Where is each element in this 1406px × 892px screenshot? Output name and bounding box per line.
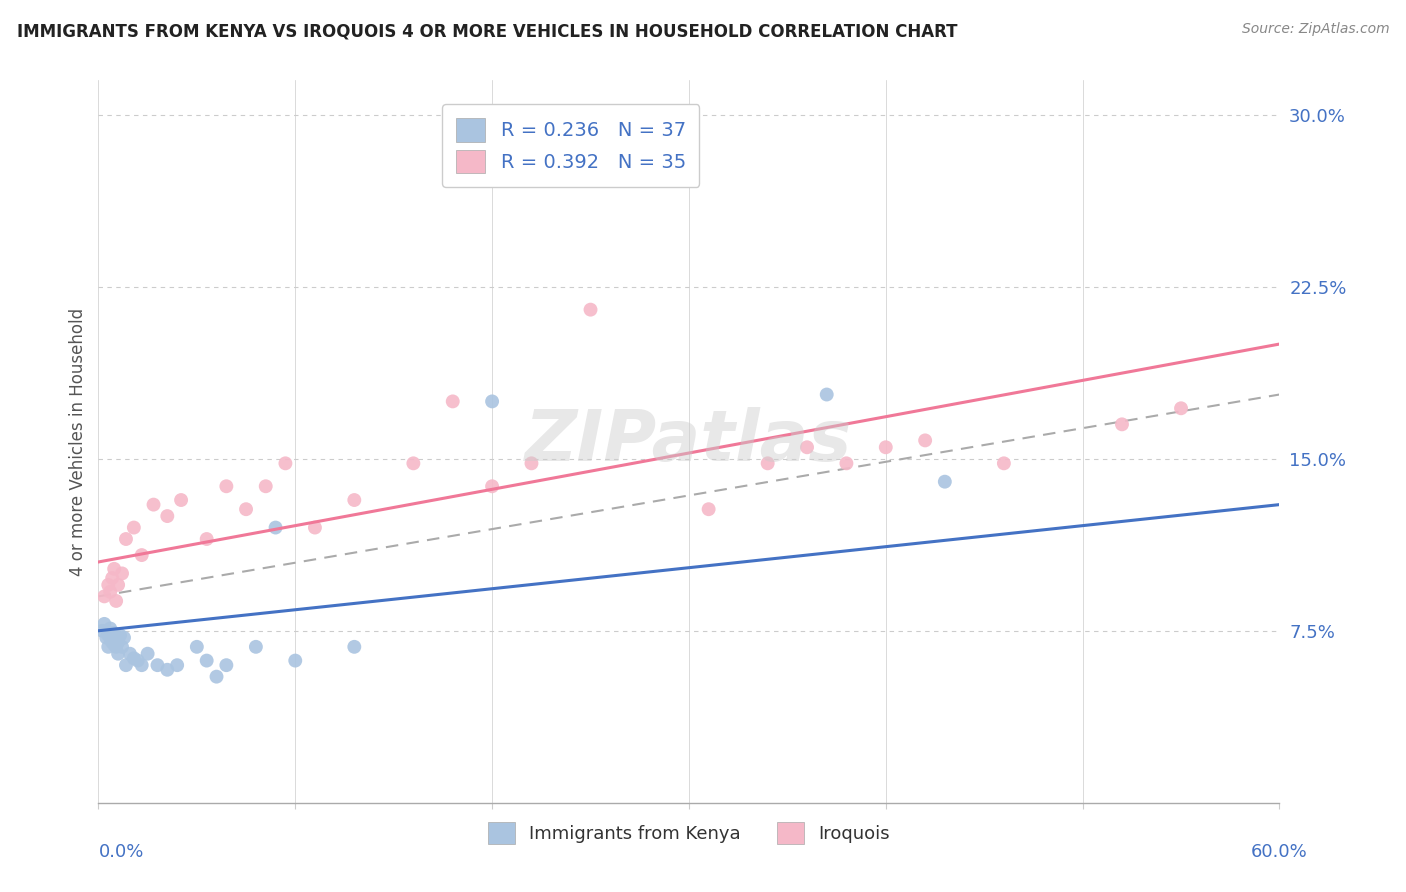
Point bbox=[105, 594, 128, 608]
Text: 0.0%: 0.0% bbox=[98, 843, 143, 861]
Point bbox=[835, 456, 858, 470]
Text: 60.0%: 60.0% bbox=[1251, 843, 1308, 861]
Point bbox=[170, 493, 193, 508]
Point bbox=[107, 578, 129, 592]
Point bbox=[156, 663, 179, 677]
Point bbox=[520, 456, 543, 470]
Point bbox=[108, 628, 131, 642]
Point bbox=[118, 647, 141, 661]
Point bbox=[105, 640, 128, 654]
Point bbox=[215, 658, 238, 673]
Point bbox=[142, 498, 165, 512]
Point bbox=[131, 658, 153, 673]
Point bbox=[993, 456, 1015, 470]
Point bbox=[402, 456, 425, 470]
Point bbox=[101, 571, 124, 585]
Point bbox=[105, 631, 128, 645]
Point bbox=[186, 640, 208, 654]
Point bbox=[111, 640, 134, 654]
Point bbox=[96, 631, 118, 645]
Point bbox=[103, 562, 125, 576]
Point bbox=[93, 616, 115, 631]
Point bbox=[97, 628, 120, 642]
Point bbox=[156, 509, 179, 524]
Point bbox=[166, 658, 188, 673]
Point bbox=[122, 651, 145, 665]
Point bbox=[97, 640, 120, 654]
Legend: Immigrants from Kenya, Iroquois: Immigrants from Kenya, Iroquois bbox=[477, 812, 901, 855]
Point bbox=[98, 584, 121, 599]
Point bbox=[103, 638, 125, 652]
Point bbox=[815, 387, 838, 401]
Point bbox=[343, 493, 366, 508]
Point bbox=[254, 479, 277, 493]
Point bbox=[103, 626, 125, 640]
Point bbox=[127, 654, 149, 668]
Point bbox=[122, 520, 145, 534]
Point bbox=[101, 635, 124, 649]
Point bbox=[796, 440, 818, 454]
Point bbox=[98, 622, 121, 636]
Point bbox=[284, 654, 307, 668]
Point bbox=[93, 590, 115, 604]
Point bbox=[195, 532, 218, 546]
Point bbox=[107, 647, 129, 661]
Point bbox=[756, 456, 779, 470]
Point bbox=[112, 631, 135, 645]
Point bbox=[441, 394, 464, 409]
Text: Source: ZipAtlas.com: Source: ZipAtlas.com bbox=[1241, 22, 1389, 37]
Point bbox=[245, 640, 267, 654]
Point bbox=[343, 640, 366, 654]
Point bbox=[875, 440, 897, 454]
Point bbox=[146, 658, 169, 673]
Text: ZIPatlas: ZIPatlas bbox=[526, 407, 852, 476]
Point bbox=[101, 626, 124, 640]
Point bbox=[205, 670, 228, 684]
Point bbox=[304, 520, 326, 534]
Point bbox=[115, 532, 138, 546]
Point bbox=[934, 475, 956, 489]
Point bbox=[579, 302, 602, 317]
Point bbox=[131, 548, 153, 562]
Point bbox=[107, 635, 129, 649]
Point bbox=[97, 578, 120, 592]
Point bbox=[136, 647, 159, 661]
Point bbox=[264, 520, 287, 534]
Point bbox=[697, 502, 720, 516]
Point bbox=[1111, 417, 1133, 432]
Point bbox=[115, 658, 138, 673]
Y-axis label: 4 or more Vehicles in Household: 4 or more Vehicles in Household bbox=[69, 308, 87, 575]
Point bbox=[481, 479, 503, 493]
Point bbox=[481, 394, 503, 409]
Point bbox=[914, 434, 936, 448]
Point bbox=[111, 566, 134, 581]
Point bbox=[91, 624, 114, 638]
Point bbox=[215, 479, 238, 493]
Point bbox=[235, 502, 257, 516]
Point bbox=[1170, 401, 1192, 416]
Point bbox=[274, 456, 297, 470]
Text: IMMIGRANTS FROM KENYA VS IROQUOIS 4 OR MORE VEHICLES IN HOUSEHOLD CORRELATION CH: IMMIGRANTS FROM KENYA VS IROQUOIS 4 OR M… bbox=[17, 22, 957, 40]
Point bbox=[195, 654, 218, 668]
